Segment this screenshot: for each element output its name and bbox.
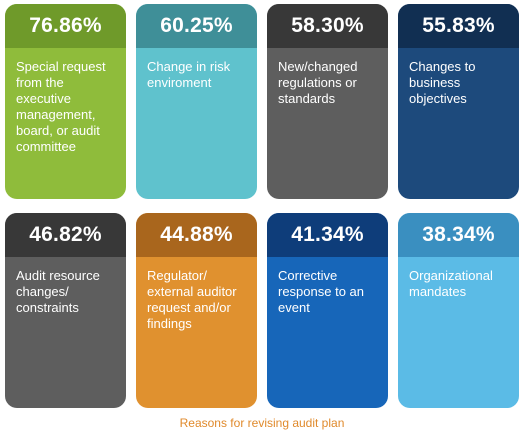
reason-label: Special request from the executive manag… — [16, 59, 106, 154]
reason-percent: 55.83% — [398, 4, 519, 48]
reason-percent: 60.25% — [136, 4, 257, 48]
reason-label: Regulator/ external auditor request and/… — [147, 268, 237, 331]
reason-card-8: 38.34% Organizational mandates — [398, 213, 519, 408]
reason-card-7: 41.34% Corrective response to an event — [267, 213, 388, 408]
reason-percent: 41.34% — [267, 213, 388, 257]
reason-percent: 46.82% — [5, 213, 126, 257]
reason-label: Changes to business objectives — [409, 59, 476, 106]
reason-label: Corrective response to an event — [278, 268, 365, 315]
reason-card-2: 60.25% Change in risk enviroment — [136, 4, 257, 199]
reason-percent: 38.34% — [398, 213, 519, 257]
reason-label: Audit resource changes/ constraints — [16, 268, 100, 315]
reason-card-3: 58.30% New/changed regulations or standa… — [267, 4, 388, 199]
reason-percent: 44.88% — [136, 213, 257, 257]
reason-label: New/changed regulations or standards — [278, 59, 358, 106]
reason-card-1: 76.86% Special request from the executiv… — [5, 4, 126, 199]
reason-label: Organizational mandates — [409, 268, 493, 299]
reason-label: Change in risk enviroment — [147, 59, 231, 90]
reason-percent: 58.30% — [267, 4, 388, 48]
reason-card-5: 46.82% Audit resource changes/ constrain… — [5, 213, 126, 408]
chart-caption: Reasons for revising audit plan — [179, 416, 345, 430]
reason-percent: 76.86% — [5, 4, 126, 48]
reason-card-6: 44.88% Regulator/ external auditor reque… — [136, 213, 257, 408]
reason-card-4: 55.83% Changes to business objectives — [398, 4, 519, 199]
